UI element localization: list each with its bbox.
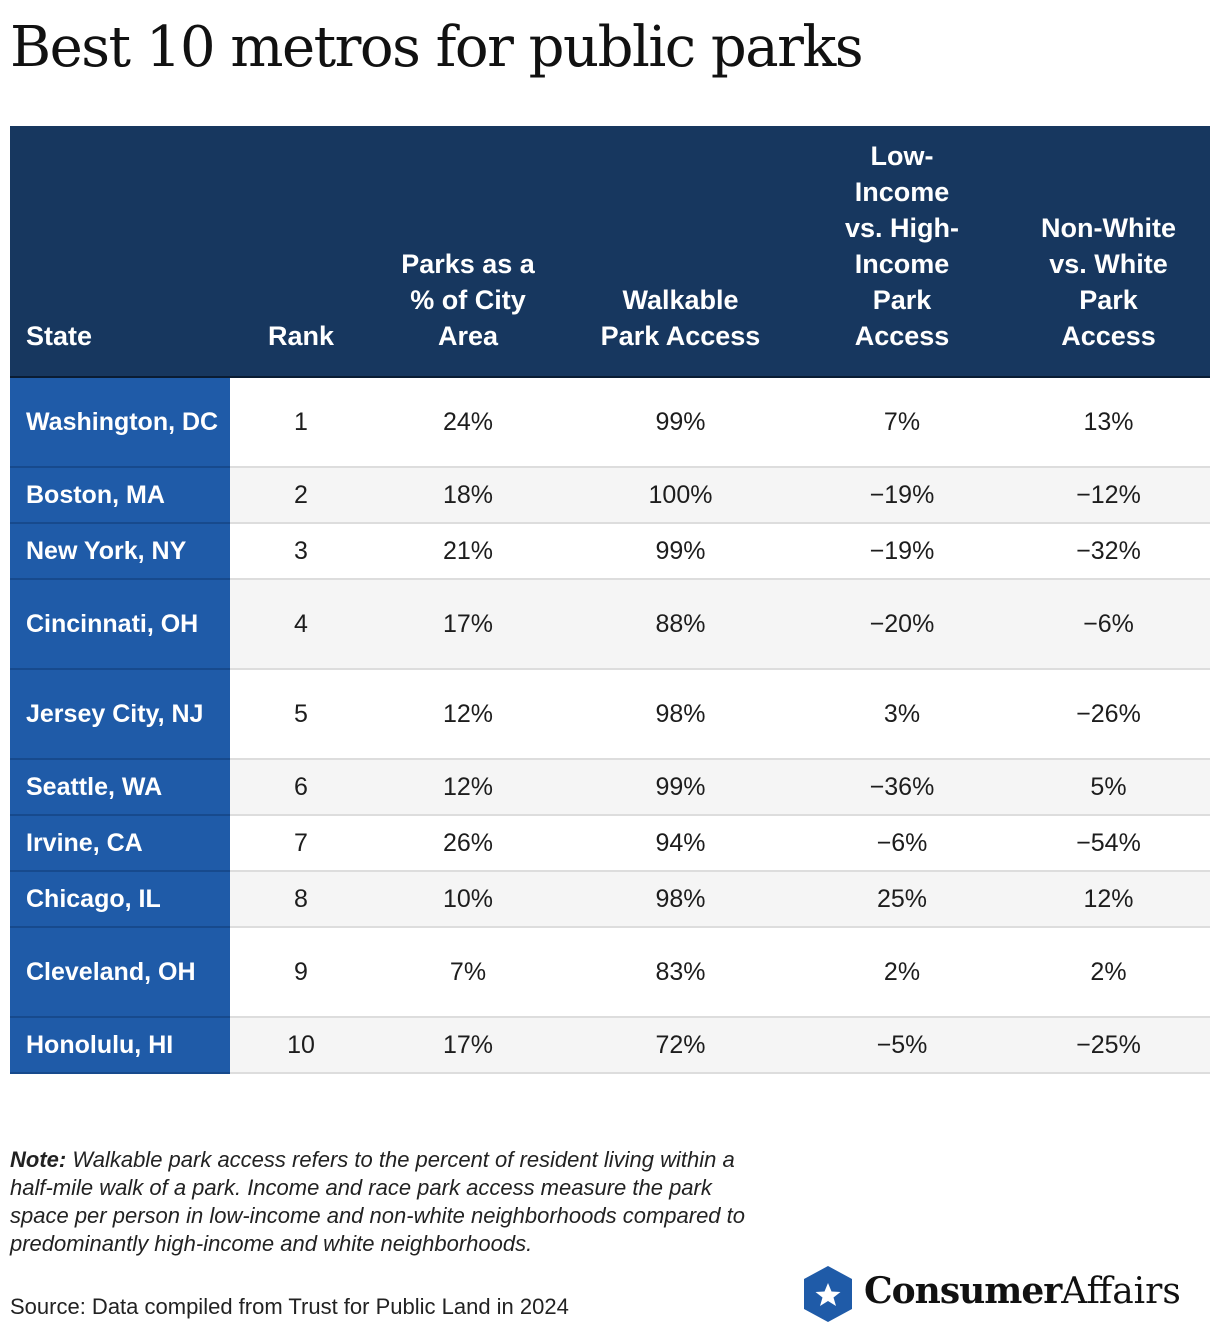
header-state: State — [10, 126, 230, 378]
logo-text-regular: Affairs — [1061, 1271, 1181, 1312]
cell-low-income: −19% — [797, 523, 1007, 580]
cell-rank: 6 — [230, 759, 372, 816]
consumer-affairs-logo: ConsumerAffairs — [800, 1262, 1212, 1326]
cell-low-income: −5% — [797, 1017, 1007, 1074]
cell-non-white: 13% — [1007, 377, 1210, 468]
cell-walkable: 99% — [564, 377, 797, 468]
cell-rank: 4 — [230, 579, 372, 670]
cell-state: Washington, DC — [10, 377, 230, 468]
cell-parks-pct: 7% — [372, 927, 564, 1018]
header-non-white: Non-White vs. White Park Access — [1007, 126, 1210, 378]
table-row: New York, NY 3 21% 99% −19% −32% — [10, 523, 1210, 580]
cell-parks-pct: 12% — [372, 669, 564, 760]
cell-state: Cleveland, OH — [10, 927, 230, 1018]
cell-non-white: −12% — [1007, 467, 1210, 524]
cell-non-white: −25% — [1007, 1017, 1210, 1074]
cell-state: Jersey City, NJ — [10, 669, 230, 760]
cell-walkable: 100% — [564, 467, 797, 524]
cell-low-income: −20% — [797, 579, 1007, 670]
cell-walkable: 98% — [564, 871, 797, 928]
footnote: Note: Walkable park access refers to the… — [10, 1146, 770, 1258]
cell-low-income: 25% — [797, 871, 1007, 928]
header-low-income: Low-Income vs. High-Income Park Access — [797, 126, 1007, 378]
table-row: Washington, DC 1 24% 99% 7% 13% — [10, 377, 1210, 468]
star-shield-icon — [804, 1266, 852, 1322]
cell-low-income: −19% — [797, 467, 1007, 524]
cell-non-white: −32% — [1007, 523, 1210, 580]
logo-text-bold: Consumer — [864, 1270, 1062, 1312]
table-row: Honolulu, HI 10 17% 72% −5% −25% — [10, 1017, 1210, 1074]
header-walkable: Walkable Park Access — [564, 126, 797, 378]
cell-parks-pct: 17% — [372, 1017, 564, 1074]
cell-state: Boston, MA — [10, 467, 230, 524]
logo-wordmark: ConsumerAffairs — [864, 1270, 1181, 1312]
table-row: Chicago, IL 8 10% 98% 25% 12% — [10, 871, 1210, 928]
table-row: Cincinnati, OH 4 17% 88% −20% −6% — [10, 579, 1210, 670]
cell-rank: 9 — [230, 927, 372, 1018]
cell-non-white: −26% — [1007, 669, 1210, 760]
cell-walkable: 88% — [564, 579, 797, 670]
cell-rank: 2 — [230, 467, 372, 524]
note-label: Note: — [10, 1147, 67, 1172]
table-row: Boston, MA 2 18% 100% −19% −12% — [10, 467, 1210, 524]
table-row: Irvine, CA 7 26% 94% −6% −54% — [10, 815, 1210, 872]
cell-rank: 10 — [230, 1017, 372, 1074]
cell-walkable: 83% — [564, 927, 797, 1018]
cell-non-white: −54% — [1007, 815, 1210, 872]
cell-rank: 7 — [230, 815, 372, 872]
cell-low-income: −36% — [797, 759, 1007, 816]
cell-low-income: 2% — [797, 927, 1007, 1018]
cell-parks-pct: 18% — [372, 467, 564, 524]
table-row: Seattle, WA 6 12% 99% −36% 5% — [10, 759, 1210, 816]
cell-parks-pct: 24% — [372, 377, 564, 468]
table-row: Cleveland, OH 9 7% 83% 2% 2% — [10, 927, 1210, 1018]
source-line: Source: Data compiled from Trust for Pub… — [10, 1294, 569, 1319]
cell-state: Cincinnati, OH — [10, 579, 230, 670]
cell-state: New York, NY — [10, 523, 230, 580]
cell-non-white: 5% — [1007, 759, 1210, 816]
cell-walkable: 98% — [564, 669, 797, 760]
header-rank: Rank — [230, 126, 372, 378]
table-header-row: State Rank Parks as a % of City Area Wal… — [10, 126, 1210, 378]
cell-low-income: 7% — [797, 377, 1007, 468]
cell-rank: 1 — [230, 377, 372, 468]
cell-low-income: 3% — [797, 669, 1007, 760]
note-text: Walkable park access refers to the perce… — [10, 1147, 746, 1256]
parks-table: State Rank Parks as a % of City Area Wal… — [10, 126, 1210, 1074]
cell-non-white: 12% — [1007, 871, 1210, 928]
cell-parks-pct: 26% — [372, 815, 564, 872]
cell-rank: 8 — [230, 871, 372, 928]
cell-walkable: 99% — [564, 759, 797, 816]
cell-parks-pct: 10% — [372, 871, 564, 928]
cell-non-white: −6% — [1007, 579, 1210, 670]
cell-parks-pct: 17% — [372, 579, 564, 670]
cell-walkable: 72% — [564, 1017, 797, 1074]
cell-state: Seattle, WA — [10, 759, 230, 816]
cell-non-white: 2% — [1007, 927, 1210, 1018]
cell-parks-pct: 21% — [372, 523, 564, 580]
page-title: Best 10 metros for public parks — [10, 15, 864, 80]
cell-walkable: 99% — [564, 523, 797, 580]
cell-low-income: −6% — [797, 815, 1007, 872]
cell-walkable: 94% — [564, 815, 797, 872]
cell-rank: 3 — [230, 523, 372, 580]
header-parks-pct: Parks as a % of City Area — [372, 126, 564, 378]
cell-rank: 5 — [230, 669, 372, 760]
cell-state: Irvine, CA — [10, 815, 230, 872]
cell-state: Chicago, IL — [10, 871, 230, 928]
table-row: Jersey City, NJ 5 12% 98% 3% −26% — [10, 669, 1210, 760]
cell-parks-pct: 12% — [372, 759, 564, 816]
cell-state: Honolulu, HI — [10, 1017, 230, 1074]
